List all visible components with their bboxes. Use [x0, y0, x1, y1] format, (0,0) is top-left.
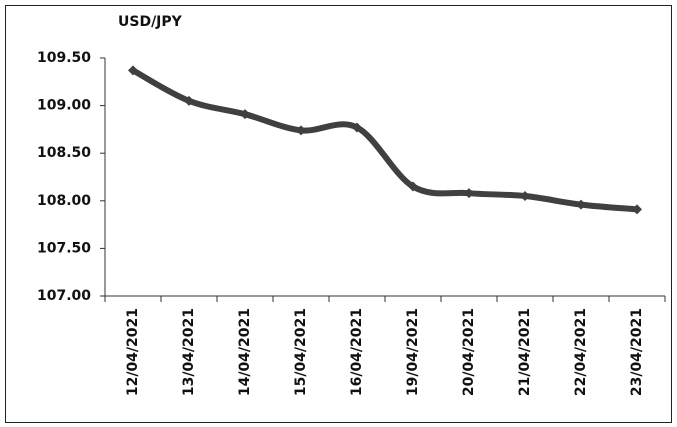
y-tick-label: 109.50: [37, 50, 91, 66]
y-tick-label: 108.00: [37, 193, 91, 209]
x-tick-label: 23/04/2021: [629, 308, 645, 396]
marker: [408, 181, 418, 192]
marker: [520, 191, 530, 202]
chart-title: USD/JPY: [118, 14, 183, 30]
line: [130, 67, 640, 213]
y-tick-label: 109.00: [37, 98, 91, 114]
marker: [128, 65, 138, 76]
marker: [296, 125, 306, 136]
marker: [576, 199, 586, 210]
x-tick-label: 14/04/2021: [237, 308, 253, 396]
x-tick-label: 21/04/2021: [517, 308, 533, 396]
marker: [240, 109, 250, 120]
y-tick-label: 108.50: [37, 145, 91, 161]
marker: [352, 122, 362, 133]
x-tick-label: 22/04/2021: [573, 308, 589, 396]
x-tick-label: 12/04/2021: [125, 308, 141, 396]
marker: [632, 204, 642, 215]
y-tick-label: 107.50: [37, 240, 91, 256]
x-tick-label: 13/04/2021: [181, 308, 197, 396]
x-tick-label: 19/04/2021: [405, 308, 421, 396]
x-tick-label: 20/04/2021: [461, 308, 477, 396]
marker: [464, 188, 474, 199]
x-tick-label: 15/04/2021: [293, 308, 309, 396]
y-tick-label: 107.00: [37, 288, 91, 304]
marker: [184, 95, 194, 106]
chart-frame: [5, 5, 672, 423]
x-tick-label: 16/04/2021: [349, 308, 365, 396]
